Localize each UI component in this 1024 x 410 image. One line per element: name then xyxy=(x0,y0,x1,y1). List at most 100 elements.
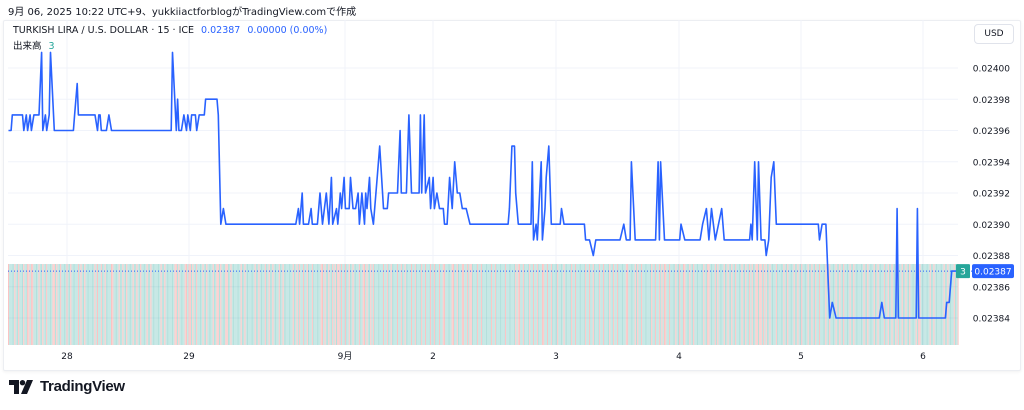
volume-bar xyxy=(616,264,618,345)
volume-bar xyxy=(258,264,260,345)
volume-bar xyxy=(304,264,306,345)
volume-bar xyxy=(58,264,60,345)
volume-bar xyxy=(557,264,559,345)
volume-bar xyxy=(469,264,471,345)
volume-bar xyxy=(684,264,686,345)
volume-bar xyxy=(508,264,510,345)
volume-bar xyxy=(608,264,610,345)
volume-bar xyxy=(198,264,200,345)
volume-bar xyxy=(337,264,339,345)
volume-bar xyxy=(952,264,954,345)
y-tick-label: 0.02384 xyxy=(973,315,1010,325)
volume-bar xyxy=(492,264,494,345)
volume-bar xyxy=(217,264,219,345)
volume-bar xyxy=(595,264,597,345)
volume-bar xyxy=(394,264,396,345)
volume-bar xyxy=(379,264,381,345)
volume-bar xyxy=(506,264,508,345)
volume-bar xyxy=(9,264,11,345)
volume-bar xyxy=(709,264,711,345)
volume-bar xyxy=(566,264,568,345)
y-tick-label: 0.02394 xyxy=(973,158,1010,168)
volume-bar xyxy=(764,264,766,345)
volume-bar xyxy=(370,264,372,345)
volume-bar xyxy=(188,264,190,345)
volume-bar xyxy=(634,264,636,345)
volume-bar xyxy=(799,264,801,345)
volume-bar xyxy=(107,264,109,345)
footer-brand[interactable]: TradingView xyxy=(9,378,125,395)
volume-bar xyxy=(18,264,20,345)
volume-bar xyxy=(254,264,256,345)
volume-bar xyxy=(465,264,467,345)
volume-bar xyxy=(346,264,348,345)
volume-bar xyxy=(381,264,383,345)
volume-bar xyxy=(25,264,27,345)
volume-bar xyxy=(250,264,252,345)
volume-bar xyxy=(571,264,573,345)
volume-bar xyxy=(240,264,242,345)
volume-bar xyxy=(806,264,808,345)
volume-bar xyxy=(206,264,208,345)
volume-bar xyxy=(735,264,737,345)
volume-bar xyxy=(67,264,69,345)
volume-bar xyxy=(638,264,640,345)
volume-bar xyxy=(239,264,241,345)
volume-bar xyxy=(159,264,161,345)
volume-bar xyxy=(325,264,327,345)
volume-bar xyxy=(383,264,385,345)
x-tick-label: 2 xyxy=(430,352,436,362)
volume-bar xyxy=(65,264,67,345)
volume-bar xyxy=(572,264,574,345)
volume-bar xyxy=(290,264,292,345)
volume-bar xyxy=(23,264,25,345)
volume-bar xyxy=(838,264,840,345)
volume-bar xyxy=(625,264,627,345)
volume-bar xyxy=(699,264,701,345)
volume-bar xyxy=(648,264,650,345)
volume-bar xyxy=(170,264,172,345)
volume-bar xyxy=(658,264,660,345)
volume-bar xyxy=(259,264,261,345)
volume-bar xyxy=(451,264,453,345)
volume-bar xyxy=(935,264,937,345)
x-tick-label: 3 xyxy=(553,352,559,362)
volume-bar xyxy=(727,264,729,345)
volume-bar xyxy=(605,264,607,345)
volume-bar xyxy=(86,264,88,345)
volume-bar xyxy=(618,264,620,345)
volume-bar xyxy=(466,264,468,345)
volume-bar xyxy=(749,264,751,345)
volume-bar xyxy=(712,264,714,345)
volume-bar xyxy=(562,264,564,345)
volume-bar xyxy=(683,264,685,345)
volume-bar xyxy=(185,264,187,345)
volume-bar xyxy=(437,264,439,345)
volume-bar xyxy=(376,264,378,345)
volume-bar xyxy=(48,264,50,345)
volume-bar xyxy=(864,264,866,345)
volume-bar xyxy=(482,264,484,345)
volume-bar xyxy=(255,264,257,345)
volume-bar xyxy=(316,264,318,345)
volume-bar xyxy=(56,264,58,345)
volume-bar xyxy=(630,264,632,345)
volume-bar xyxy=(365,264,367,345)
volume-bar xyxy=(661,264,663,345)
volume-bar xyxy=(61,264,63,345)
volume-bar xyxy=(161,264,163,345)
volume-bar xyxy=(597,264,599,345)
currency-button[interactable]: USD xyxy=(974,24,1014,44)
volume-bar xyxy=(156,264,158,345)
tradingview-logo-icon xyxy=(9,379,33,394)
volume-bar xyxy=(524,264,526,345)
volume-bar xyxy=(426,264,428,345)
volume-bar xyxy=(418,264,420,345)
volume-bar xyxy=(388,264,390,345)
volume-bar xyxy=(834,264,836,345)
volume-bar xyxy=(601,264,603,345)
volume-bar xyxy=(138,264,140,345)
volume-bar xyxy=(553,264,555,345)
volume-bar xyxy=(329,264,331,345)
